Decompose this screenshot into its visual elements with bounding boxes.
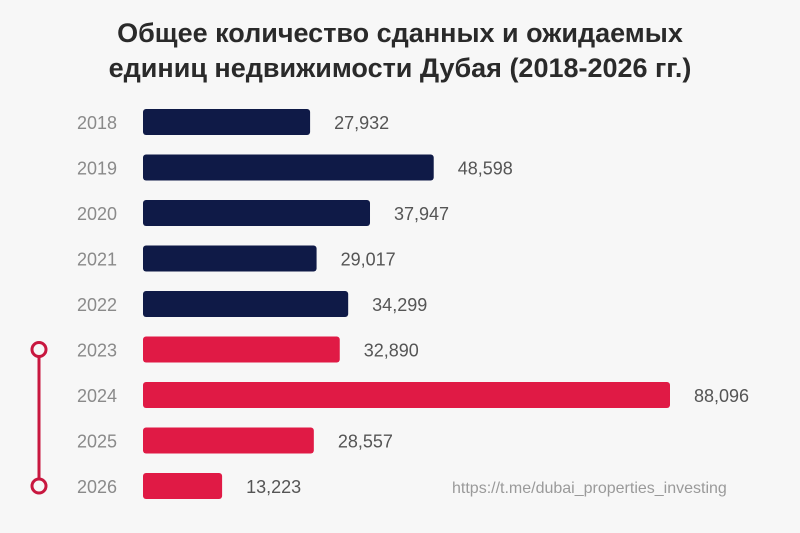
year-label: 2020 xyxy=(77,204,117,224)
value-label: 88,096 xyxy=(694,386,749,406)
timeline-end-marker xyxy=(30,477,48,495)
value-label: 27,932 xyxy=(334,113,389,133)
value-label: 37,947 xyxy=(394,204,449,224)
year-label: 2021 xyxy=(77,250,117,270)
value-label: 28,557 xyxy=(338,432,393,452)
bar-2018 xyxy=(143,109,311,135)
chart-title: Общее количество сданных и ожидаемых еди… xyxy=(0,16,800,86)
value-label: 34,299 xyxy=(372,295,427,315)
value-label: 13,223 xyxy=(246,477,301,497)
bar-2022 xyxy=(143,291,349,317)
year-label: 2023 xyxy=(77,341,117,361)
timeline-start-marker xyxy=(30,341,48,358)
bar-2023 xyxy=(143,336,340,363)
value-label: 48,598 xyxy=(458,159,513,179)
year-label: 2018 xyxy=(77,113,117,133)
year-label: 2026 xyxy=(77,477,117,497)
value-label: 29,017 xyxy=(341,250,396,270)
watermark-link[interactable]: https://t.me/dubai_properties_investing xyxy=(452,480,727,497)
title-line-2: единиц недвижимости Дубая (2018-2026 гг.… xyxy=(108,53,692,83)
year-label: 2019 xyxy=(77,159,117,179)
bar-2026 xyxy=(143,473,223,499)
value-label: 32,890 xyxy=(364,341,419,361)
year-label: 2022 xyxy=(77,295,117,315)
bar-2025 xyxy=(143,427,314,454)
year-label: 2024 xyxy=(77,386,117,406)
year-label: 2025 xyxy=(77,432,117,452)
bar-2024 xyxy=(143,382,670,408)
bar-2021 xyxy=(143,245,317,272)
bar-2020 xyxy=(143,200,371,226)
bar-2019 xyxy=(143,154,434,181)
title-line-1: Общее количество сданных и ожидаемых xyxy=(117,18,683,48)
